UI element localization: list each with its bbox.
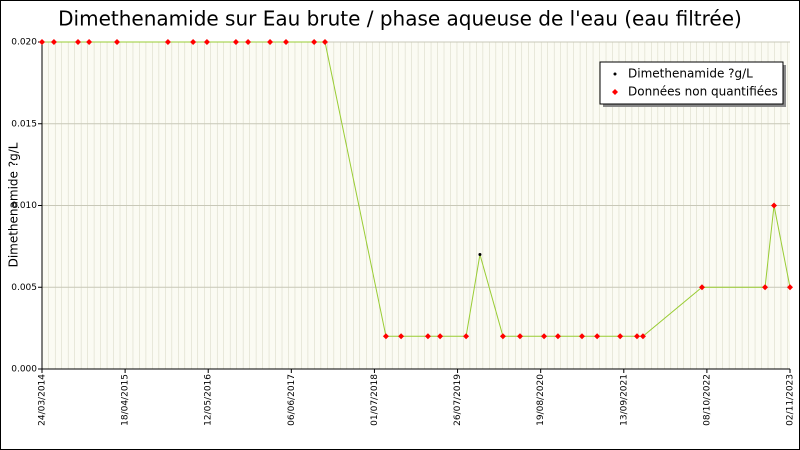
non-quantified-marker bbox=[463, 333, 470, 340]
non-quantified-marker bbox=[499, 333, 506, 340]
non-quantified-marker bbox=[232, 39, 239, 45]
non-quantified-marker bbox=[787, 284, 793, 291]
non-quantified-marker bbox=[283, 39, 290, 45]
non-quantified-marker bbox=[190, 39, 197, 45]
y-axis-label: Dimethenamide ?g/L bbox=[7, 142, 21, 267]
non-quantified-marker bbox=[554, 333, 561, 340]
non-quantified-marker bbox=[639, 333, 646, 340]
non-quantified-marker bbox=[762, 284, 769, 291]
non-quantified-marker bbox=[75, 39, 82, 45]
chart-title: Dimethenamide sur Eau brute / phase aque… bbox=[58, 7, 742, 31]
legend-marker bbox=[613, 72, 617, 76]
non-quantified-marker bbox=[39, 39, 45, 45]
x-tick-label: 12/05/2016 bbox=[204, 374, 214, 426]
non-quantified-marker bbox=[424, 333, 431, 340]
legend-label: Dimethenamide ?g/L bbox=[628, 67, 753, 81]
y-tick-label: 0.005 bbox=[11, 283, 37, 293]
non-quantified-marker bbox=[633, 333, 640, 340]
non-quantified-marker bbox=[437, 333, 444, 340]
y-tick-label: 0.010 bbox=[11, 201, 37, 211]
non-quantified-marker bbox=[771, 202, 778, 209]
non-quantified-marker bbox=[267, 39, 274, 45]
x-tick-label: 08/10/2022 bbox=[702, 374, 712, 426]
non-quantified-marker bbox=[322, 39, 329, 45]
non-quantified-marker bbox=[617, 333, 624, 340]
y-tick-label: 0.000 bbox=[11, 365, 37, 375]
non-quantified-marker bbox=[311, 39, 318, 45]
x-tick-label: 06/06/2017 bbox=[287, 374, 297, 426]
x-tick-label: 02/11/2023 bbox=[786, 374, 796, 426]
non-quantified-marker bbox=[541, 333, 548, 340]
x-tick-label: 01/07/2018 bbox=[370, 374, 380, 426]
x-tick-label: 13/09/2021 bbox=[619, 374, 629, 426]
y-tick-label: 0.020 bbox=[11, 38, 37, 48]
non-quantified-marker bbox=[398, 333, 405, 340]
non-quantified-marker bbox=[114, 39, 121, 45]
non-quantified-marker bbox=[579, 333, 586, 340]
y-tick-label: 0.015 bbox=[11, 119, 37, 129]
non-quantified-marker bbox=[516, 333, 523, 340]
non-quantified-marker bbox=[86, 39, 93, 45]
non-quantified-marker bbox=[382, 333, 389, 340]
x-tick-label: 19/08/2020 bbox=[536, 374, 546, 426]
legend bbox=[599, 61, 784, 105]
legend-label: Données non quantifiées bbox=[628, 85, 778, 99]
non-quantified-marker bbox=[245, 39, 252, 45]
x-tick-label: 24/03/2014 bbox=[38, 374, 48, 426]
non-quantified-marker bbox=[698, 284, 705, 291]
non-quantified-marker bbox=[203, 39, 210, 45]
legend-marker bbox=[612, 89, 618, 95]
point bbox=[478, 253, 482, 257]
x-tick-label: 26/07/2019 bbox=[453, 374, 463, 426]
non-quantified-marker bbox=[594, 333, 601, 340]
x-tick-label: 18/04/2015 bbox=[121, 374, 131, 426]
non-quantified-marker bbox=[50, 39, 57, 45]
non-quantified-marker bbox=[164, 39, 171, 45]
